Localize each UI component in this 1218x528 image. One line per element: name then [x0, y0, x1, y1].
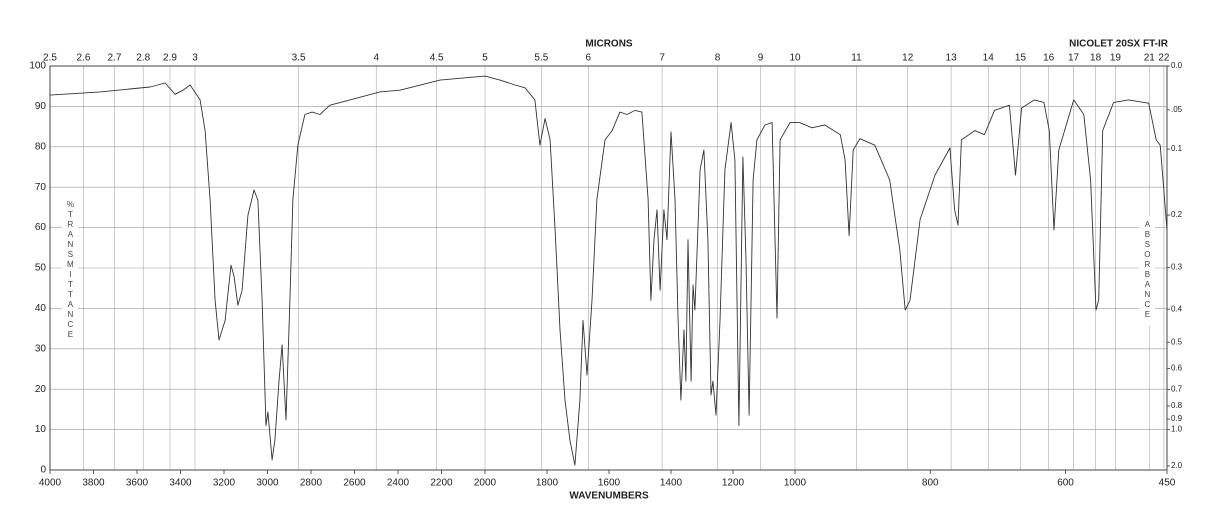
y-axis-label: %TRANSMITTANCE: [66, 200, 75, 340]
x2-tick-label: 6: [586, 53, 592, 64]
x-tick-label: 3000: [256, 478, 279, 489]
y2-tick-label: 0.6: [1171, 364, 1183, 373]
chart-title: NICOLET 20SX FT-IR: [1069, 39, 1169, 50]
y2-tick-label: 0.3: [1171, 263, 1183, 272]
y2-tick-label: 1.0: [1171, 425, 1183, 434]
x-tick-label: 3200: [213, 478, 236, 489]
x-tick-label: 800: [922, 478, 939, 489]
x2-tick-label: 16: [1043, 53, 1055, 64]
y2-tick-label: 2.0: [1171, 461, 1183, 470]
x2-tick-label: 8: [715, 53, 721, 64]
y2-tick-label: 0.5: [1171, 337, 1183, 346]
x2-tick-label: 18: [1090, 53, 1102, 64]
x2-tick-label: 2.8: [136, 53, 150, 64]
y-tick-label: 0: [40, 465, 46, 476]
y-tick-label: 80: [35, 141, 47, 152]
x-tick-label: 3800: [82, 478, 105, 489]
x2-tick-label: 10: [789, 53, 801, 64]
x2-tick-label: 7: [659, 53, 665, 64]
x2-tick-label: 21: [1144, 53, 1156, 64]
x-tick-label: 1400: [660, 478, 683, 489]
x2-tick-label: 2.5: [43, 53, 57, 64]
x-tick-label: 3600: [126, 478, 149, 489]
x2-tick-label: 3: [192, 53, 198, 64]
x-tick-label: 600: [1057, 478, 1074, 489]
y-tick-label: 60: [35, 222, 47, 233]
y-tick-label: 20: [35, 384, 47, 395]
y-tick-label: 50: [35, 263, 47, 274]
x-tick-label: 2600: [343, 478, 366, 489]
y2-tick-label: 0.9: [1171, 414, 1183, 423]
y2-tick-label: 0.8: [1171, 401, 1183, 410]
x-tick-label: 1000: [784, 478, 807, 489]
x-tick-label: 2800: [300, 478, 323, 489]
x2-tick-label: 17: [1068, 53, 1080, 64]
x2-tick-label: 2.7: [107, 53, 121, 64]
plot-frame: [49, 65, 1168, 471]
x2-tick-label: 2.6: [77, 53, 91, 64]
x-tick-label: 2400: [387, 478, 410, 489]
x2-axis-label: MICRONS: [585, 39, 633, 50]
x-axis-label: WAVENUMBERS: [569, 491, 649, 502]
label-box: [62, 198, 78, 346]
x-tick-label: 4000: [39, 478, 62, 489]
x2-tick-label: 19: [1110, 53, 1122, 64]
y2-tick-label: .05: [1171, 105, 1183, 114]
x2-tick-label: 13: [946, 53, 958, 64]
y-tick-label: 90: [35, 101, 47, 112]
x2-tick-label: 11: [851, 53, 862, 64]
y2-tick-label: 0.4: [1171, 304, 1183, 313]
y-tick-label: 10: [35, 424, 47, 435]
y-tick-label: 30: [35, 343, 47, 354]
y2-tick-label: 0.7: [1171, 385, 1183, 394]
x-tick-label: 1200: [722, 478, 745, 489]
x2-tick-label: 22: [1158, 53, 1170, 64]
x2-tick-label: 2.9: [163, 53, 177, 64]
y2-tick-label: 0.0: [1171, 61, 1183, 70]
x-tick-label: 3400: [169, 478, 192, 489]
x-tick-label: 2200: [430, 478, 453, 489]
x2-tick-label: 4: [373, 53, 379, 64]
y-tick-label: 40: [35, 303, 47, 314]
x-tick-label: 1600: [598, 478, 621, 489]
x2-tick-label: 9: [758, 53, 764, 64]
x-tick-label: 450: [1159, 478, 1176, 489]
x2-tick-label: 5.5: [534, 53, 548, 64]
x2-tick-label: 14: [983, 53, 995, 64]
x2-tick-label: 5: [482, 53, 488, 64]
x2-tick-label: 4.5: [430, 53, 444, 64]
x-tick-label: 2000: [474, 478, 497, 489]
y-tick-label: 100: [29, 61, 46, 72]
y2-tick-label: 0.2: [1171, 210, 1183, 219]
x2-tick-label: 12: [902, 53, 914, 64]
y2-tick-label: 0.1: [1171, 144, 1183, 153]
x2-tick-label: 15: [1015, 53, 1027, 64]
label-box: [1139, 216, 1155, 326]
x-tick-label: 1800: [536, 478, 559, 489]
y-tick-label: 70: [35, 182, 47, 193]
spectrum-line: [49, 75, 1168, 466]
y2-axis-label: ABSORBANCE: [1143, 220, 1152, 320]
x2-tick-label: 3.5: [292, 53, 306, 64]
